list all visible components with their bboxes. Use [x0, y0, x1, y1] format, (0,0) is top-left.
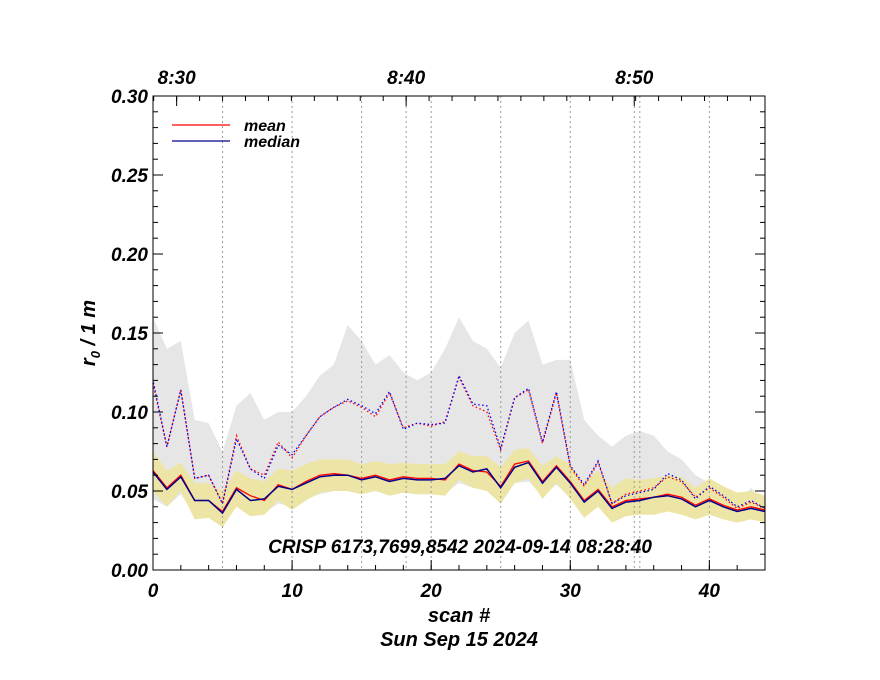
axis-ticks: 0.00 0.05 0.10 0.15 0.20 0.25 0.30 0 10 20 30 40 8:3… — [111, 68, 766, 602]
date-label: Sun Sep 15 2024 — [380, 629, 538, 651]
y-title-sub: 0 — [88, 350, 103, 358]
legend-median-label: median — [244, 134, 300, 151]
mean-low-line — [152, 460, 766, 513]
x-tick-label: 30 — [560, 581, 582, 602]
y-tick-label: 0.20 — [111, 245, 148, 266]
mean-high-line — [152, 375, 766, 510]
x-tick-label: 40 — [698, 581, 721, 602]
y-tick-label: 0.10 — [111, 403, 148, 424]
median-high-line — [152, 373, 766, 509]
legend: mean median — [172, 118, 300, 151]
x-tick-label: 0 — [148, 581, 159, 602]
y-tick-label: 0.00 — [111, 561, 148, 582]
y-axis-title: r0 / 1 m — [78, 300, 103, 366]
legend-mean-label: mean — [244, 118, 286, 135]
x-tick-label: 10 — [282, 581, 304, 602]
y-tick-label: 0.30 — [111, 87, 148, 108]
x-axis-title: scan # — [428, 605, 491, 627]
chart-annotation: CRISP 6173,7699,8542 2024-09-14 08:28:40 — [268, 537, 652, 558]
top-tick-label: 8:50 — [615, 68, 653, 89]
median-low-line — [152, 461, 766, 515]
top-tick-label: 8:30 — [158, 68, 196, 89]
y-title-rest: / 1 m — [78, 300, 100, 351]
y-tick-label: 0.15 — [111, 324, 148, 345]
top-tick-label: 8:40 — [387, 68, 425, 89]
y-tick-label: 0.05 — [111, 482, 148, 503]
y-tick-label: 0.25 — [111, 166, 148, 187]
y-title-r: r — [78, 357, 100, 366]
series-layer — [152, 373, 766, 515]
time-gridlines — [222, 96, 710, 570]
x-tick-label: 20 — [420, 581, 443, 602]
